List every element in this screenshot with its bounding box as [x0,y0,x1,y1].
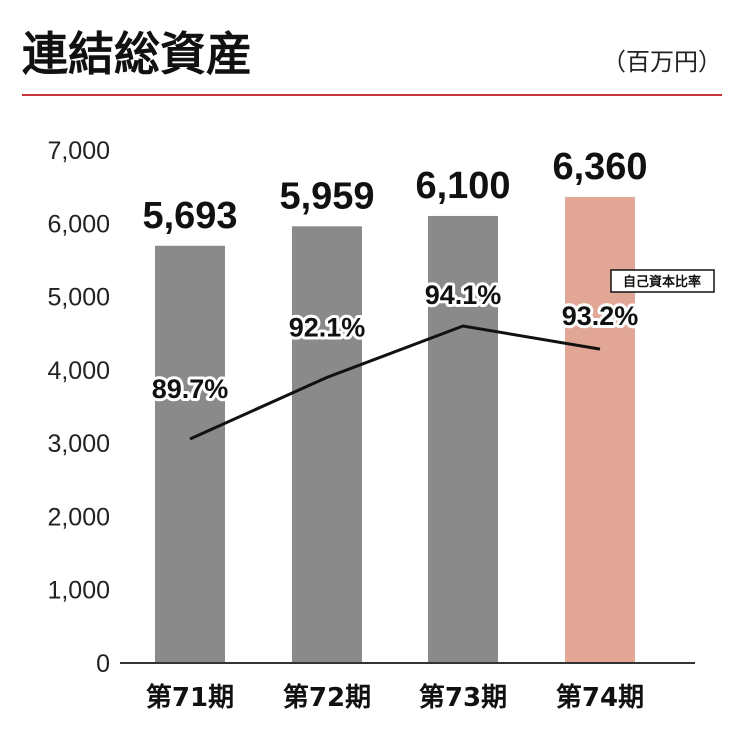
equity-ratio-label: 89.7% [152,374,229,404]
bar-value-label: 6,100 [415,165,510,207]
y-tick-label: 3,000 [47,430,110,458]
x-tick-label: 第73期 [419,682,507,713]
bar-value-labels: 5,693 5,959 6,100 6,360 [142,146,647,237]
line-legend: 自己資本比率 [610,269,715,293]
equity-ratio-label: 93.2% [562,301,639,331]
y-tick-label: 7,000 [47,137,110,165]
y-tick-label: 5,000 [47,284,110,312]
bar-value-label: 6,360 [552,146,647,188]
chart-title: 連結総資産 [22,27,252,81]
y-tick-label: 6,000 [47,210,110,238]
equity-ratio-label: 94.1% [425,280,502,310]
bar [565,196,635,663]
x-tick-label: 第71期 [146,682,234,713]
bar-series [155,196,635,663]
bar [428,215,498,663]
x-axis: 第71期 第72期 第73期 第74期 [146,682,644,713]
bar [292,226,362,663]
y-tick-label: 1,000 [47,577,110,605]
y-axis: 0 1,000 2,000 3,000 4,000 5,000 6,000 7,000 [47,137,110,678]
x-tick-label: 第74期 [556,682,644,713]
equity-ratio-labels: 89.7% 92.1% 94.1% 93.2% [149,277,642,407]
y-tick-label: 4,000 [47,357,110,385]
x-tick-label: 第72期 [283,682,371,713]
bar-value-label: 5,693 [142,195,237,237]
unit-label: （百万円） [602,48,722,76]
bar [155,245,225,663]
equity-ratio-label: 92.1% [289,312,366,342]
legend-box [610,269,715,293]
y-tick-label: 0 [96,650,110,678]
y-tick-label: 2,000 [47,503,110,531]
bar-value-label: 5,959 [279,175,374,217]
equity-ratio-line [189,324,601,441]
legend-label: 自己資本比率 [623,274,701,290]
